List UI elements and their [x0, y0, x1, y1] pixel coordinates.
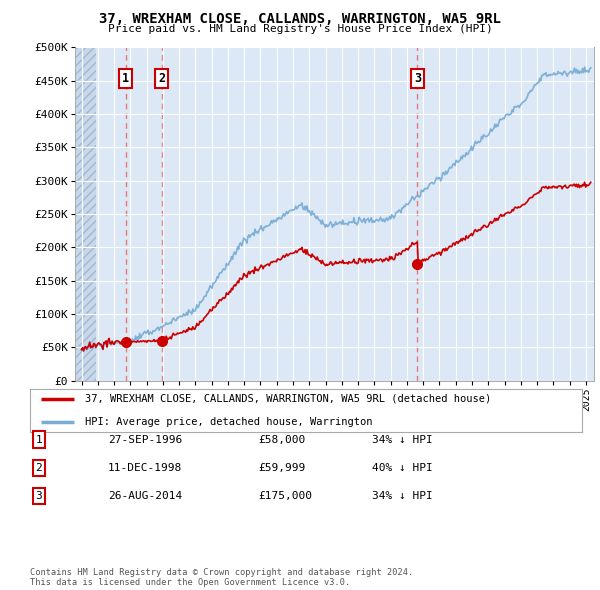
Text: 2: 2 [158, 73, 165, 86]
Text: 2: 2 [35, 463, 43, 473]
Text: Price paid vs. HM Land Registry's House Price Index (HPI): Price paid vs. HM Land Registry's House … [107, 24, 493, 34]
Text: 3: 3 [35, 491, 43, 501]
Text: 11-DEC-1998: 11-DEC-1998 [108, 463, 182, 473]
Text: £175,000: £175,000 [258, 491, 312, 501]
Text: 40% ↓ HPI: 40% ↓ HPI [372, 463, 433, 473]
Text: 37, WREXHAM CLOSE, CALLANDS, WARRINGTON, WA5 9RL: 37, WREXHAM CLOSE, CALLANDS, WARRINGTON,… [99, 12, 501, 26]
Text: HPI: Average price, detached house, Warrington: HPI: Average price, detached house, Warr… [85, 417, 373, 427]
Text: £58,000: £58,000 [258, 435, 305, 444]
Text: 37, WREXHAM CLOSE, CALLANDS, WARRINGTON, WA5 9RL (detached house): 37, WREXHAM CLOSE, CALLANDS, WARRINGTON,… [85, 394, 491, 404]
Text: 26-AUG-2014: 26-AUG-2014 [108, 491, 182, 501]
Text: 34% ↓ HPI: 34% ↓ HPI [372, 491, 433, 501]
Text: 27-SEP-1996: 27-SEP-1996 [108, 435, 182, 444]
Text: Contains HM Land Registry data © Crown copyright and database right 2024.
This d: Contains HM Land Registry data © Crown c… [30, 568, 413, 587]
Text: 34% ↓ HPI: 34% ↓ HPI [372, 435, 433, 444]
Text: 1: 1 [122, 73, 130, 86]
Text: 1: 1 [35, 435, 43, 444]
Bar [75, 47, 97, 381]
Text: £59,999: £59,999 [258, 463, 305, 473]
Text: 3: 3 [414, 73, 421, 86]
